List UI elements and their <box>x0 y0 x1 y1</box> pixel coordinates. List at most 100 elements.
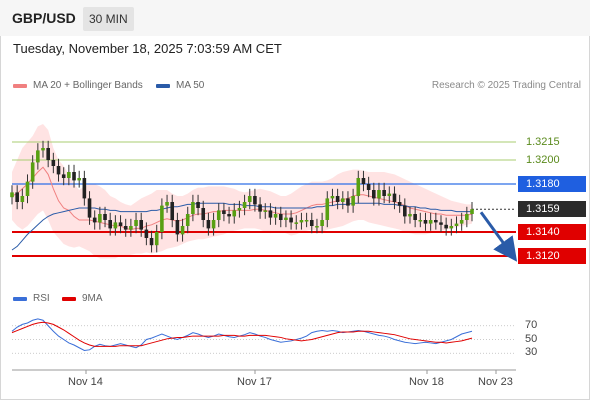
chart-datetime: Tuesday, November 18, 2025 7:03:59 AM CE… <box>13 41 282 56</box>
candle-body <box>170 202 175 220</box>
candle-body <box>335 196 340 202</box>
candle-body <box>103 214 107 220</box>
x-tick-label: Nov 14 <box>68 376 103 388</box>
candle-body <box>413 214 417 220</box>
rsi-ma-legend-label: 9MA <box>82 293 103 304</box>
candle-body <box>444 224 448 229</box>
candle-body <box>304 220 309 222</box>
candle-body <box>51 160 56 166</box>
rsi-legend-label: RSI <box>33 293 50 304</box>
candle-body <box>15 192 19 202</box>
candle-body <box>268 210 273 218</box>
candle-body <box>92 217 97 223</box>
bollinger-band-area <box>12 124 472 259</box>
candle-body <box>165 202 169 206</box>
candle-body <box>397 202 402 206</box>
x-axis <box>12 369 516 374</box>
candle-body <box>118 222 123 226</box>
rsi-panel <box>11 318 516 354</box>
rsi-tick-50: 50 <box>525 332 538 345</box>
levels-layer <box>12 141 516 257</box>
candle-body <box>263 210 268 212</box>
candle-body <box>20 196 25 202</box>
candle-body <box>382 190 386 196</box>
candle-body <box>377 190 381 199</box>
candle-body <box>67 172 71 178</box>
candle-body <box>371 190 376 199</box>
candle-body <box>428 220 433 224</box>
price-label-1.3180: 1.3180 <box>518 176 586 192</box>
candle-body <box>41 148 45 151</box>
x-tick-label: Nov 17 <box>237 376 272 388</box>
candle-body <box>149 238 154 246</box>
candle-body <box>134 220 138 226</box>
candle-body <box>454 223 459 226</box>
candle-body <box>196 202 200 208</box>
candles-layer <box>10 140 474 253</box>
candle-body <box>434 220 438 223</box>
candle-body <box>216 210 221 220</box>
candle-body <box>299 220 304 223</box>
x-tick-label: Nov 23 <box>478 376 513 388</box>
candle-body <box>10 192 14 198</box>
candle-body <box>108 220 113 229</box>
projection-arrow <box>479 211 518 262</box>
candle-body <box>227 214 231 217</box>
candle-body <box>129 226 133 230</box>
symbol-label: GBP/USD <box>12 10 76 26</box>
candle-body <box>36 150 40 163</box>
candle-body <box>144 229 149 238</box>
candle-body <box>278 214 283 220</box>
rsi-ma-swatch <box>62 296 76 301</box>
candle-body <box>82 178 87 199</box>
candle-body <box>320 220 324 226</box>
candle-body <box>175 220 180 235</box>
candle-body <box>139 220 144 230</box>
price-label-1.3159: 1.3159 <box>518 201 586 218</box>
candle-body <box>315 226 319 228</box>
candle-body <box>160 205 164 232</box>
ma50-legend-label: MA 50 <box>176 80 205 91</box>
candle-body <box>232 210 237 217</box>
candle-body <box>284 217 288 220</box>
candle-body <box>77 178 81 181</box>
candle-body <box>273 214 278 218</box>
rsi-tick-70: 70 <box>525 318 538 331</box>
bollinger-bands-layer <box>12 124 472 259</box>
candle-body <box>154 232 159 246</box>
candle-body <box>408 214 412 217</box>
candle-body <box>459 220 464 224</box>
ma20-line <box>11 166 473 231</box>
candle-body <box>470 209 474 214</box>
candle-body <box>222 210 226 214</box>
timeframe-badge[interactable]: 30 MIN <box>83 7 134 31</box>
candle-body <box>30 162 35 182</box>
candle-body <box>387 193 392 196</box>
candle-body <box>211 220 216 229</box>
price-label-1.3120: 1.3120 <box>518 248 586 264</box>
research-credit: Research © 2025 Trading Central <box>431 80 581 91</box>
candle-body <box>449 226 454 229</box>
price-label-1.3215: 1.3215 <box>526 136 560 148</box>
candle-body <box>201 208 206 220</box>
legend-ma20: MA 20 + Bollinger Bands <box>13 80 143 91</box>
projection-layer <box>479 211 518 262</box>
candle-body <box>253 196 257 205</box>
legend-rsi-ma: 9MA <box>62 293 103 304</box>
candle-body <box>258 204 262 212</box>
candle-body <box>180 226 185 235</box>
candle-body <box>418 220 423 222</box>
ma20-swatch <box>13 83 27 88</box>
candle-body <box>465 214 469 220</box>
rsi-line <box>11 318 473 352</box>
candle-body <box>439 222 443 225</box>
candle-body <box>366 184 371 190</box>
candle-body <box>289 217 293 223</box>
candle-body <box>351 196 355 206</box>
candle-body <box>237 208 242 211</box>
candle-body <box>46 148 50 160</box>
candle-body <box>294 222 299 224</box>
ma50-swatch <box>156 83 170 88</box>
candle-body <box>113 222 118 229</box>
